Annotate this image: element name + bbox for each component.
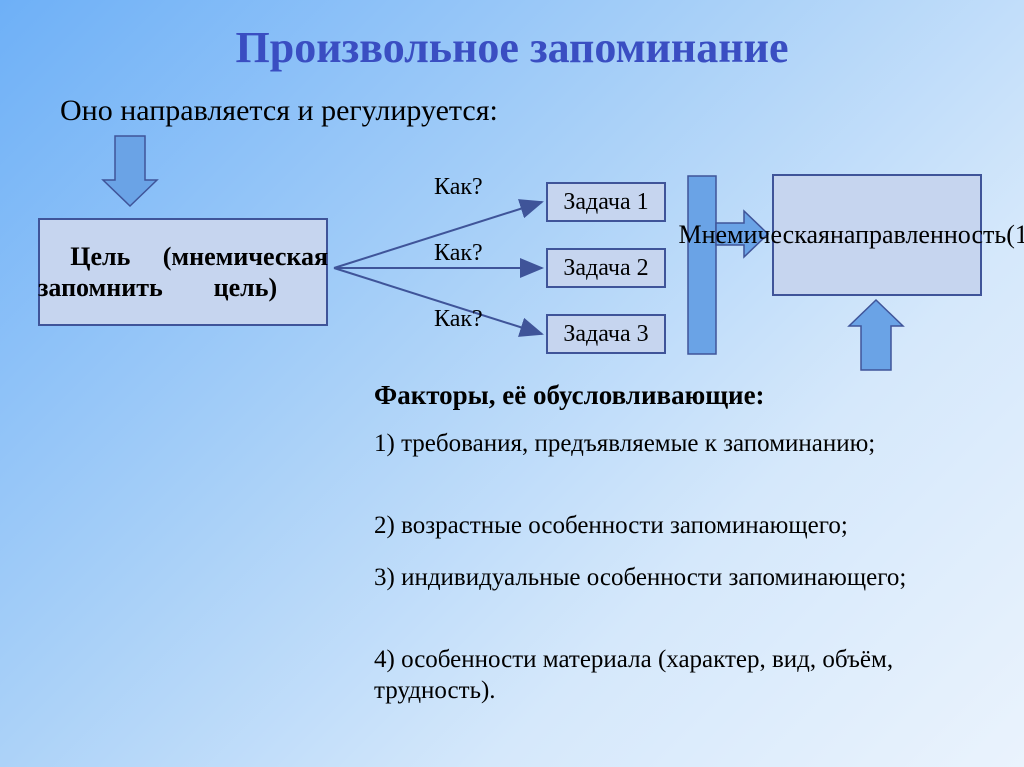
factor-item-4: 4) особенности материала (характер, вид,… [374,644,994,707]
task2-box: Задача 2 [546,248,666,288]
factor-item-1: 1) требования, предъявляемые к запоминан… [374,428,974,459]
how-label-1: Как? [434,174,483,201]
goal-box: Цель запомнить(мнемическая цель) [38,218,328,326]
factor-item-2: 2) возрастные особенности запоминающего; [374,510,994,541]
factors-title: Факторы, её обусловливающие: [374,380,765,411]
slide-subtitle: Оно направляется и регулируется: [60,94,498,128]
how-label-2: Как? [434,240,483,267]
how-label-3: Как? [434,306,483,333]
mnemic-box: Мнемическаянаправленность(1,2,3) [772,174,982,296]
task1-box: Задача 1 [546,182,666,222]
slide-title: Произвольное запоминание [0,22,1024,73]
task3-box: Задача 3 [546,314,666,354]
factor-item-3: 3) индивидуальные особенности запоминающ… [374,562,974,593]
